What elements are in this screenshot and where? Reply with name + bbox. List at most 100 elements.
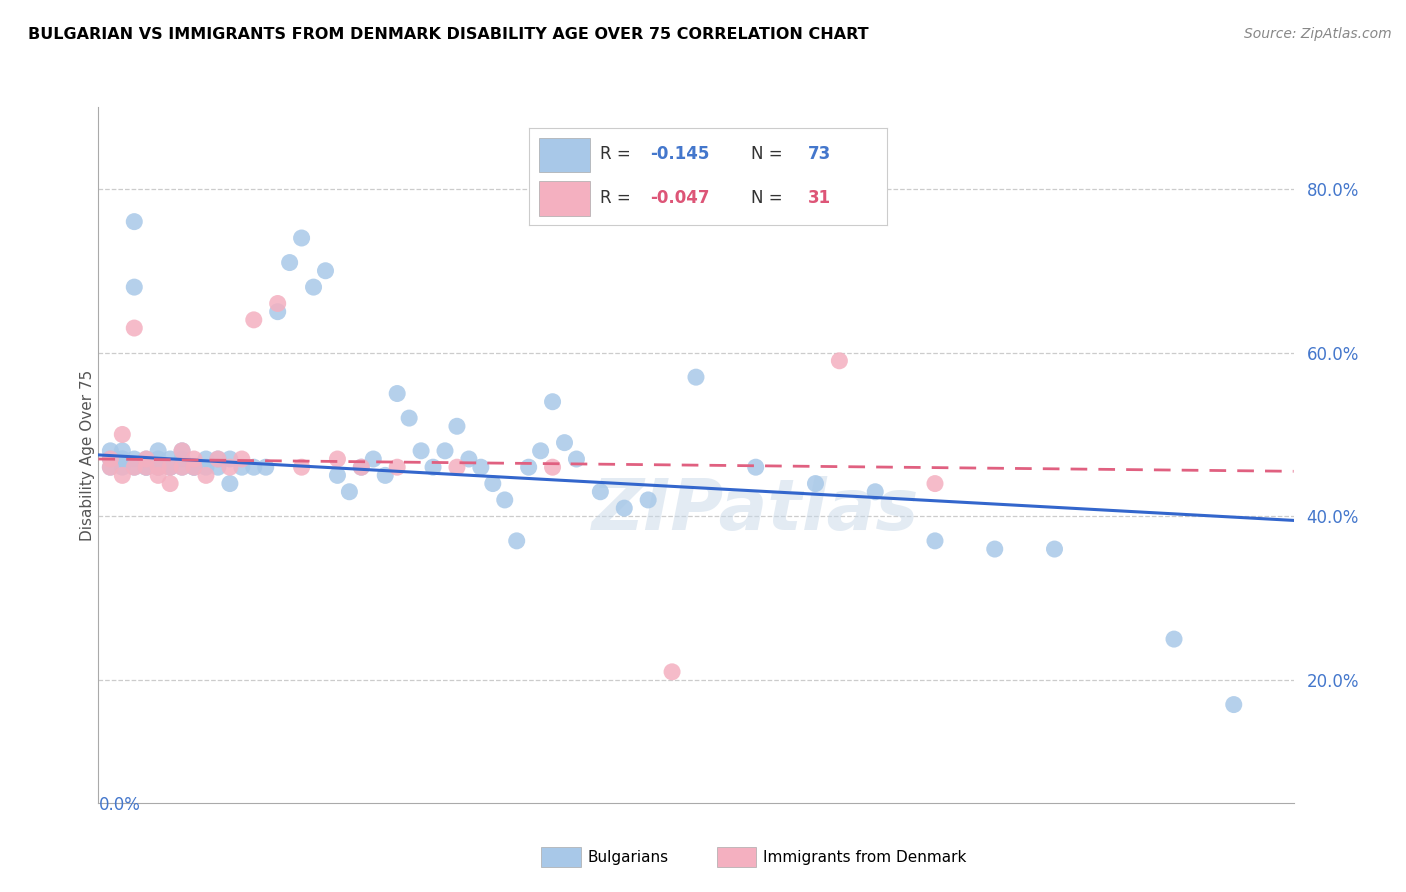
Point bbox=[385, 386, 409, 401]
Point bbox=[290, 460, 312, 475]
Point bbox=[148, 460, 170, 475]
Point bbox=[529, 443, 551, 458]
Point bbox=[148, 460, 170, 475]
Point bbox=[111, 427, 134, 442]
Point bbox=[422, 460, 444, 475]
Point bbox=[326, 468, 349, 483]
Point bbox=[183, 460, 205, 475]
Point bbox=[159, 476, 181, 491]
Point bbox=[541, 394, 564, 409]
Point bbox=[135, 460, 157, 475]
Point bbox=[661, 665, 683, 679]
Point bbox=[194, 460, 218, 475]
Point bbox=[194, 452, 218, 467]
Point bbox=[194, 468, 218, 483]
Point bbox=[124, 214, 146, 228]
Point bbox=[470, 460, 492, 475]
Point bbox=[148, 443, 170, 458]
Point bbox=[207, 460, 229, 475]
Point bbox=[98, 452, 122, 467]
Point bbox=[446, 419, 468, 434]
Point bbox=[302, 280, 325, 294]
Point bbox=[124, 321, 146, 335]
Point bbox=[135, 452, 157, 467]
Text: Source: ZipAtlas.com: Source: ZipAtlas.com bbox=[1244, 27, 1392, 41]
Point bbox=[172, 460, 194, 475]
Point bbox=[124, 280, 146, 294]
Point bbox=[148, 460, 170, 475]
Point bbox=[745, 460, 768, 475]
Point bbox=[374, 468, 396, 483]
Point bbox=[254, 460, 277, 475]
Point bbox=[290, 231, 312, 245]
Point bbox=[148, 468, 170, 483]
Point bbox=[159, 460, 181, 475]
Point bbox=[243, 313, 266, 327]
Point bbox=[135, 460, 157, 475]
Point bbox=[111, 452, 134, 467]
Point bbox=[231, 460, 253, 475]
Point bbox=[172, 443, 194, 458]
Point bbox=[111, 468, 134, 483]
Point bbox=[219, 476, 242, 491]
Point bbox=[159, 460, 181, 475]
Point bbox=[148, 452, 170, 467]
Point bbox=[589, 484, 612, 499]
Point bbox=[278, 255, 301, 269]
Point bbox=[924, 533, 946, 548]
Point bbox=[183, 460, 205, 475]
Point bbox=[541, 460, 564, 475]
Point bbox=[207, 452, 229, 467]
Point bbox=[1223, 698, 1246, 712]
Point bbox=[411, 443, 433, 458]
Point bbox=[98, 443, 122, 458]
Point bbox=[350, 460, 373, 475]
Point bbox=[207, 452, 229, 467]
Text: Immigrants from Denmark: Immigrants from Denmark bbox=[763, 850, 967, 864]
Point bbox=[135, 452, 157, 467]
Point bbox=[124, 452, 146, 467]
Point bbox=[637, 492, 659, 507]
Point bbox=[183, 460, 205, 475]
Text: BULGARIAN VS IMMIGRANTS FROM DENMARK DISABILITY AGE OVER 75 CORRELATION CHART: BULGARIAN VS IMMIGRANTS FROM DENMARK DIS… bbox=[28, 27, 869, 42]
Point bbox=[111, 452, 134, 467]
Point bbox=[111, 460, 134, 475]
Point bbox=[135, 460, 157, 475]
Point bbox=[481, 476, 505, 491]
Text: ZIPatlas: ZIPatlas bbox=[592, 476, 920, 545]
Point bbox=[219, 452, 242, 467]
Point bbox=[159, 452, 181, 467]
Point bbox=[685, 370, 707, 384]
Text: Bulgarians: Bulgarians bbox=[588, 850, 669, 864]
Point bbox=[98, 460, 122, 475]
Point bbox=[385, 460, 409, 475]
Point bbox=[172, 443, 194, 458]
Y-axis label: Disability Age Over 75: Disability Age Over 75 bbox=[80, 369, 94, 541]
Point bbox=[613, 501, 636, 516]
Point bbox=[339, 484, 360, 499]
Point bbox=[243, 460, 266, 475]
Point bbox=[828, 353, 851, 368]
Point bbox=[865, 484, 887, 499]
Point bbox=[1043, 542, 1066, 557]
Point bbox=[434, 443, 457, 458]
Point bbox=[315, 264, 337, 278]
Point bbox=[98, 452, 122, 467]
Point bbox=[446, 460, 468, 475]
Point bbox=[183, 452, 205, 467]
Point bbox=[554, 435, 576, 450]
Point bbox=[506, 533, 529, 548]
Point bbox=[363, 452, 385, 467]
Point bbox=[458, 452, 481, 467]
Point bbox=[231, 452, 253, 467]
Point bbox=[565, 452, 588, 467]
Point bbox=[924, 476, 946, 491]
Point bbox=[398, 411, 420, 425]
Point bbox=[172, 460, 194, 475]
Point bbox=[983, 542, 1005, 557]
Point bbox=[124, 460, 146, 475]
Point bbox=[804, 476, 827, 491]
Point bbox=[267, 296, 290, 310]
Point bbox=[326, 452, 349, 467]
Point bbox=[1163, 632, 1185, 646]
